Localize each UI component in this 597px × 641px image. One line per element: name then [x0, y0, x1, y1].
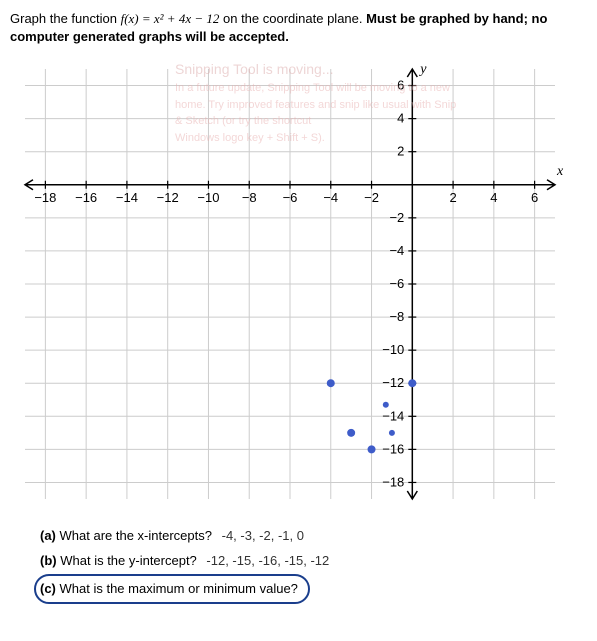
- svg-text:−10: −10: [197, 190, 219, 205]
- svg-text:−2: −2: [389, 210, 404, 225]
- overlay-line4: Windows logo key + Shift + S).: [175, 132, 325, 144]
- part-c-circled: (c) What is the maximum or minimum value…: [34, 574, 310, 605]
- svg-text:−14: −14: [382, 409, 404, 424]
- svg-text:4: 4: [490, 190, 497, 205]
- part-a-label: (a): [40, 528, 56, 543]
- question-prompt: Graph the function f(x) = x² + 4x − 12 o…: [10, 10, 587, 46]
- overlay-line3: & Sketch (or try the shortcut: [175, 115, 311, 127]
- function-equation: f(x) = x² + 4x − 12: [121, 11, 220, 26]
- question-middle: on the coordinate plane.: [223, 11, 366, 26]
- svg-text:−12: −12: [382, 376, 404, 391]
- svg-text:−8: −8: [242, 190, 257, 205]
- svg-text:x: x: [556, 164, 564, 179]
- svg-text:−8: −8: [389, 309, 404, 324]
- part-c-question: What is the maximum or minimum value?: [60, 581, 298, 596]
- overlay-title: Snipping Tool is moving...: [175, 61, 334, 77]
- coordinate-plane: Snipping Tool is moving... In a future u…: [10, 54, 570, 514]
- svg-text:2: 2: [449, 190, 456, 205]
- part-b-label: (b): [40, 553, 57, 568]
- part-a-answer: -4, -3, -2, -1, 0: [222, 528, 304, 543]
- part-a: (a) What are the x-intercepts? -4, -3, -…: [40, 524, 587, 549]
- svg-text:−18: −18: [34, 190, 56, 205]
- svg-text:−10: −10: [382, 343, 404, 358]
- svg-text:−12: −12: [157, 190, 179, 205]
- part-c-label: (c): [40, 581, 56, 596]
- snipping-tool-overlay: Snipping Tool is moving... In a future u…: [175, 59, 505, 146]
- svg-text:−18: −18: [382, 475, 404, 490]
- question-parts: (a) What are the x-intercepts? -4, -3, -…: [40, 524, 587, 604]
- part-a-question: What are the x-intercepts?: [60, 528, 212, 543]
- part-c: (c) What is the maximum or minimum value…: [40, 574, 587, 605]
- svg-text:−4: −4: [323, 190, 338, 205]
- svg-text:−16: −16: [75, 190, 97, 205]
- part-b-question: What is the y-intercept?: [60, 553, 197, 568]
- overlay-line1: In a future update, Snipping Tool will b…: [175, 82, 450, 94]
- svg-text:−14: −14: [116, 190, 138, 205]
- svg-text:6: 6: [531, 190, 538, 205]
- svg-text:−16: −16: [382, 442, 404, 457]
- part-b: (b) What is the y-intercept? -12, -15, -…: [40, 549, 587, 574]
- part-b-answer: -12, -15, -16, -15, -12: [206, 553, 329, 568]
- svg-text:−6: −6: [389, 276, 404, 291]
- svg-text:−6: −6: [283, 190, 298, 205]
- svg-text:−2: −2: [364, 190, 379, 205]
- question-prefix: Graph the function: [10, 11, 121, 26]
- overlay-line2: home. Try improved features and snip lik…: [175, 99, 456, 111]
- svg-text:−4: −4: [389, 243, 404, 258]
